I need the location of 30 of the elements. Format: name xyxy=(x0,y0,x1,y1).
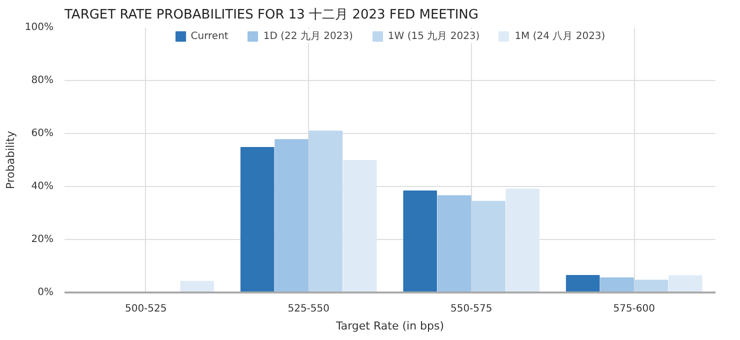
y-tick-label: 60% xyxy=(31,128,54,139)
bar xyxy=(308,130,343,292)
x-tick-label: 525-550 xyxy=(288,304,330,314)
bar xyxy=(180,280,214,292)
legend-label: 1D (22 九月 2023) xyxy=(263,30,353,43)
bar xyxy=(240,147,274,292)
y-tick-label: 80% xyxy=(31,75,54,86)
legend-label: Current xyxy=(190,30,228,42)
bar xyxy=(600,277,634,292)
bar xyxy=(634,280,668,292)
bar xyxy=(472,200,506,292)
x-tick-label: 550-575 xyxy=(450,304,492,314)
bar xyxy=(403,190,438,292)
y-tick-label: 100% xyxy=(24,22,54,33)
legend-label: 1W (15 九月 2023) xyxy=(388,30,480,43)
bar xyxy=(668,275,702,292)
x-tick-label: 575-600 xyxy=(613,304,656,314)
y-axis-title: Probability xyxy=(4,130,17,190)
bar xyxy=(342,160,377,292)
y-tick-label: 0% xyxy=(38,287,54,298)
bar xyxy=(506,188,540,292)
y-tick-label: 40% xyxy=(31,181,54,192)
x-tick-label: 500-525 xyxy=(124,304,167,314)
chart-title: TARGET RATE PROBABILITIES FOR 13 十二月 2023 FED MEETING xyxy=(64,8,478,22)
legend-label: 1M (24 八月 2023) xyxy=(514,30,606,43)
bar xyxy=(437,195,472,292)
bar xyxy=(566,275,600,292)
x-axis-title: Target Rate (in bps) xyxy=(334,320,444,332)
y-tick-label: 20% xyxy=(31,234,54,245)
bar xyxy=(274,139,308,292)
